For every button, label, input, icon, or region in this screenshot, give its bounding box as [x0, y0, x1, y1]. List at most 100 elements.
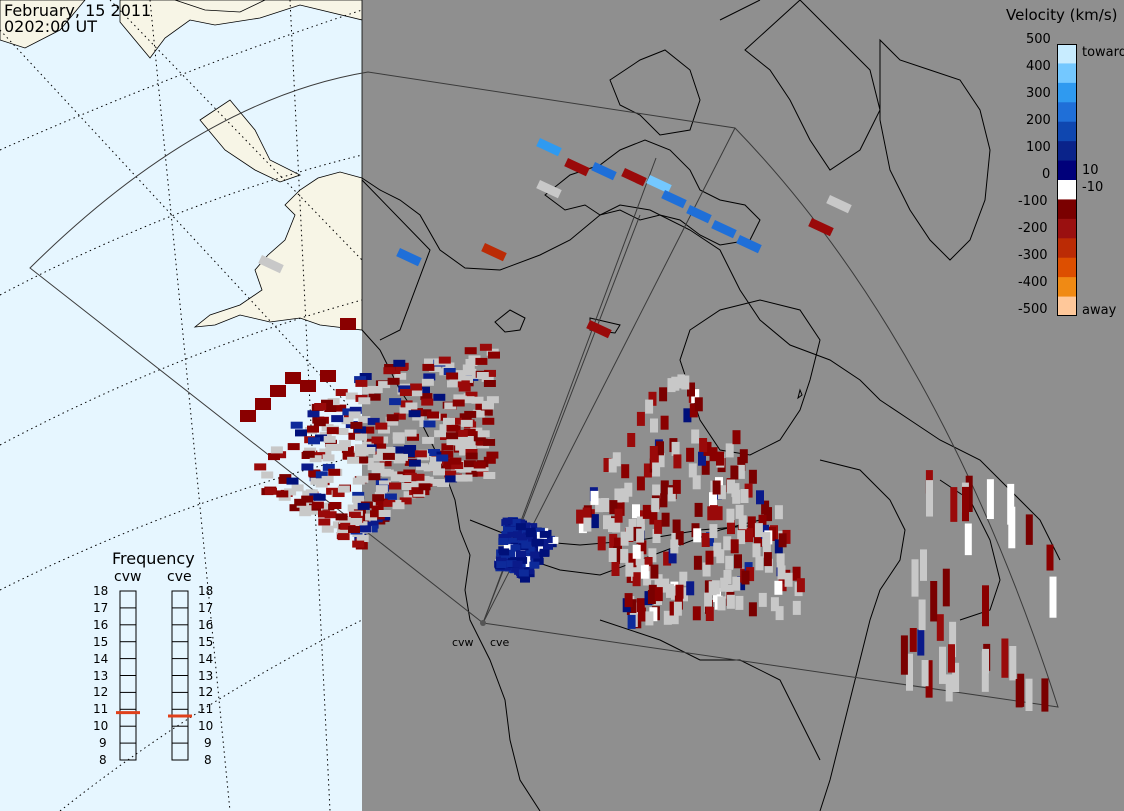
echo-cell: [462, 364, 475, 372]
echo-cell: [578, 519, 587, 534]
echo-cell: [392, 502, 405, 510]
echo-cell: [395, 364, 408, 371]
echo-cell: [352, 495, 364, 503]
echo-cell: [727, 520, 735, 535]
echo-cell: [261, 471, 274, 479]
echo-cell: [299, 505, 312, 513]
echo-cell: [371, 436, 384, 444]
echo-cell: [651, 498, 660, 513]
frequency-gauges: [116, 590, 192, 761]
echo-cell: [442, 362, 455, 370]
echo-cell: [675, 531, 684, 546]
echo-cell: [508, 538, 519, 545]
frequency-tick-label: 15: [93, 634, 109, 649]
echo-cell: [483, 380, 496, 387]
echo-cell: [414, 450, 427, 458]
echo-cell: [900, 635, 908, 675]
echo-cell: [601, 498, 610, 512]
echo-cell: [337, 527, 349, 535]
echo-cell: [709, 447, 718, 462]
echo-cell: [726, 594, 735, 609]
echo-cell: [462, 396, 475, 404]
echo-cell: [709, 505, 718, 520]
colorbar-tick-label: 500: [1026, 32, 1051, 47]
colorbar-swatch: [1057, 199, 1077, 220]
echo-cell: [939, 646, 946, 684]
echo-cell: [301, 495, 314, 503]
echo-cell: [694, 502, 703, 517]
echo-cell: [471, 396, 484, 404]
echo-cell: [270, 446, 283, 454]
echo-cell: [355, 379, 368, 387]
echo-cell: [278, 476, 291, 484]
echo-cell: [717, 596, 726, 611]
echo-cell: [694, 397, 703, 412]
echo-cell: [826, 195, 852, 214]
echo-cell: [475, 357, 488, 365]
echo-cell: [1049, 576, 1057, 618]
echo-cell: [321, 475, 334, 483]
echo-cell: [726, 508, 735, 523]
echo-cell: [240, 410, 256, 422]
echo-cell: [723, 536, 732, 551]
echo-cell: [328, 468, 341, 476]
echo-cell: [375, 498, 388, 506]
echo-cell: [352, 491, 365, 499]
echo-cell: [434, 413, 447, 421]
colorbar-tick-label: -500: [1018, 302, 1048, 317]
echo-cell: [642, 504, 651, 519]
echo-cell: [687, 382, 695, 397]
echo-cell: [392, 436, 405, 444]
echo-cell: [482, 417, 495, 425]
frequency-tick-label: 8: [99, 753, 107, 767]
echo-cell: [378, 510, 391, 517]
echo-cell: [627, 433, 636, 447]
echo-cell: [521, 541, 532, 549]
echo-cell: [329, 502, 342, 509]
echo-cell: [341, 417, 354, 425]
echo-cell: [462, 436, 475, 443]
echo-cell: [321, 525, 334, 533]
echo-cell: [337, 485, 350, 493]
colorbar-tick-label: 400: [1026, 59, 1051, 74]
echo-cell: [302, 490, 315, 498]
echo-cell: [284, 488, 297, 496]
echo-cell: [736, 235, 762, 254]
colorbar-tick-label: -10: [1082, 180, 1104, 195]
echo-cell: [322, 463, 335, 471]
echo-cell: [681, 375, 690, 390]
echo-cell: [784, 572, 793, 587]
echo-cell: [628, 553, 637, 568]
echo-cell: [709, 524, 718, 539]
echo-cell: [632, 504, 640, 519]
echo-cell: [628, 519, 637, 533]
echo-cell: [727, 479, 735, 494]
echo-cell: [670, 610, 679, 625]
echo-cell: [480, 408, 493, 416]
echo-cell: [668, 549, 677, 564]
echo-cell: [930, 581, 938, 622]
echo-cell: [359, 525, 372, 533]
echo-cell: [289, 504, 302, 512]
colorbar-tick-label: -100: [1018, 194, 1048, 209]
echo-cell: [410, 383, 423, 391]
echo-cell: [986, 479, 994, 520]
echo-cell: [399, 475, 412, 483]
echo-cell: [472, 410, 485, 418]
echo-cell: [644, 557, 653, 571]
echo-cell: [356, 448, 369, 456]
echo-cell: [390, 474, 403, 482]
colorbar-swatch: [1057, 102, 1077, 123]
echo-cell: [464, 410, 477, 418]
echo-cell: [756, 490, 764, 505]
echo-cell: [539, 549, 550, 557]
echo-cell: [373, 454, 386, 462]
echo-cell: [1041, 678, 1049, 712]
echo-cell: [725, 555, 734, 570]
frequency-tick-label: 10: [93, 719, 109, 734]
echo-cell: [407, 433, 419, 441]
echo-cell: [348, 432, 361, 440]
echo-cell: [324, 405, 337, 412]
frequency-tick-label: 17: [93, 600, 109, 615]
echo-cell: [350, 421, 363, 429]
